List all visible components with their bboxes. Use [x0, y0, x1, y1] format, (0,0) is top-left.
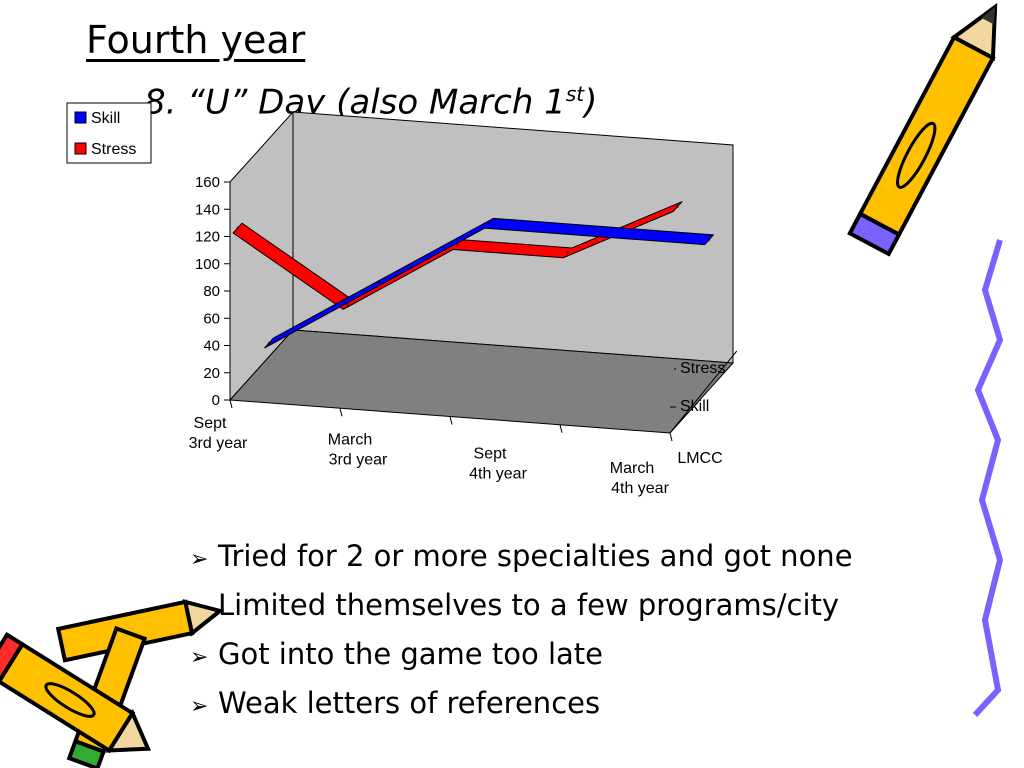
chart-x-axis: Sept 3rd year March 3rd year Sept 4th year Mar…: [189, 399, 723, 497]
x-tick-label: Sept: [474, 446, 507, 463]
chart-series: [232, 201, 714, 349]
data-point-stress: [346, 302, 350, 306]
chart-floor: [228, 329, 735, 434]
bullet-list: ➢ Tried for 2 or more specialties and got…: [190, 532, 853, 728]
x-tick-mark: [449, 416, 453, 425]
x-tick-mark: [339, 408, 343, 417]
depth-label: Skill: [680, 398, 709, 415]
y-tick-label: 140: [195, 201, 220, 218]
y-tick-label: 20: [203, 365, 220, 382]
bullet-item: ➢ Got into the game too late: [190, 630, 853, 679]
chart-depth-axis: Stress Skill: [669, 350, 738, 434]
x-tick-label: 4th year: [611, 480, 669, 497]
bullet-text: Tried for 2 or more specialties and got …: [218, 539, 853, 573]
x-tick-label: LMCC: [677, 450, 722, 467]
data-point-stress: [456, 243, 460, 247]
bullet-text: Got into the game too late: [218, 637, 603, 671]
y-tick-label: 60: [203, 310, 220, 327]
x-tick-mark: [669, 432, 673, 442]
data-point-skill: [597, 229, 601, 233]
y-tick-label: 40: [203, 338, 220, 355]
y-tick-label: 120: [195, 229, 220, 246]
bullet-item: ➢ Tried for 2 or more specialties and got…: [190, 532, 853, 581]
legend-swatch: [74, 111, 87, 124]
data-point-skill: [707, 238, 711, 242]
bullet-item: ➢ Weak letters of references: [190, 679, 853, 728]
data-point-stress: [236, 226, 240, 230]
y-tick-label: 160: [195, 174, 220, 191]
data-point-skill: [377, 281, 381, 285]
legend-label: Skill: [91, 110, 120, 127]
x-tick-mark: [229, 399, 233, 409]
data-point-stress: [566, 251, 570, 255]
bullet-marker: ➢: [190, 547, 209, 572]
series-ribbon-stress: [232, 201, 683, 310]
y-tick-label: 100: [195, 256, 220, 273]
x-tick-label: Sept: [194, 415, 227, 432]
x-tick-label: 4th year: [469, 466, 527, 483]
bullet-text: Weak letters of references: [218, 686, 601, 720]
y-tick-label: 80: [203, 283, 220, 300]
chart-legend: Skill Stress: [66, 102, 152, 164]
subtitle-close: ): [584, 82, 598, 123]
series-ribbon-skill: [264, 217, 714, 349]
subtitle-text: 8. “U” Day (also March 1: [144, 82, 566, 123]
data-point-skill: [487, 221, 491, 225]
x-tick-label: 3rd year: [189, 435, 248, 452]
depth-label: Stress: [680, 360, 725, 377]
x-tick-mark: [559, 424, 563, 433]
bullet-marker: ➢: [190, 694, 209, 719]
bullet-marker: ➢: [190, 645, 209, 670]
bullet-text: Limited themselves to a few programs/cit…: [218, 588, 840, 622]
x-tick-label: March: [328, 431, 372, 448]
slide-title: Fourth year: [86, 18, 306, 62]
chart-walls: [228, 110, 735, 434]
legend-swatch: [74, 142, 87, 155]
depth-axis-line: [669, 350, 738, 434]
data-point-skill: [267, 341, 271, 345]
chart-y-axis: 0 20 40 60 80 100 120 140 160: [195, 174, 231, 409]
x-tick-label: March: [610, 460, 654, 477]
data-point-stress: [676, 205, 680, 209]
slide-subtitle: 8. “U” Day (also March 1st): [144, 82, 597, 122]
subtitle-superscript: st: [565, 82, 585, 106]
x-tick-label: 3rd year: [329, 451, 388, 468]
legend-label: Stress: [91, 141, 136, 158]
y-tick-label: 0: [212, 392, 220, 409]
